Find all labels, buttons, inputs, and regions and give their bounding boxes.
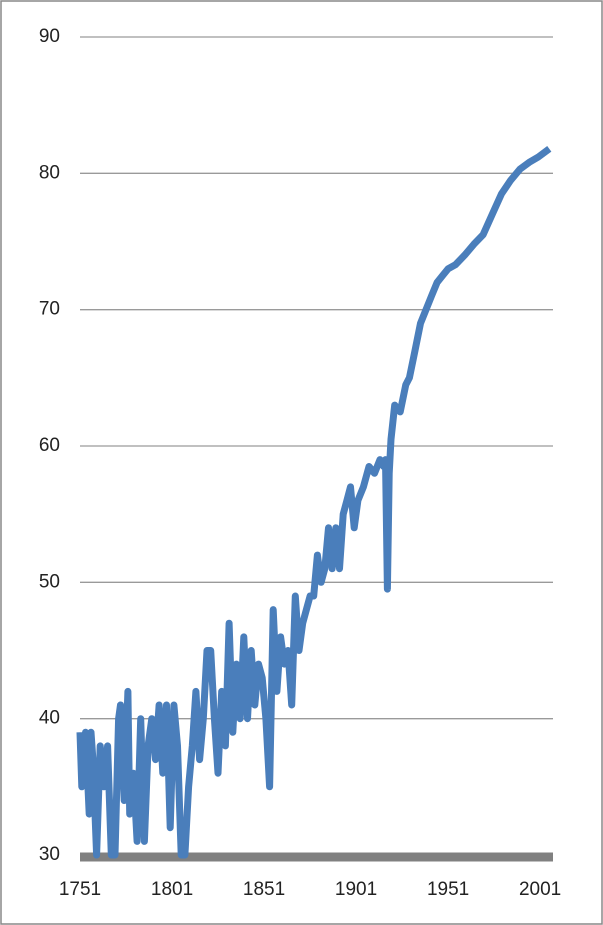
y-tick-label: 30 <box>39 844 60 865</box>
x-tick-label: 1801 <box>151 879 193 900</box>
y-tick-label: 90 <box>39 26 60 47</box>
x-tick-label: 2001 <box>519 879 561 900</box>
data-line <box>76 145 552 859</box>
x-tick-label: 1851 <box>243 879 285 900</box>
x-tick-label: 1751 <box>59 879 101 900</box>
x-tick-label: 1951 <box>427 879 469 900</box>
y-tick-label: 60 <box>39 435 60 456</box>
y-tick-label: 80 <box>39 162 60 183</box>
y-tick-label: 70 <box>39 299 60 320</box>
x-tick-label: 1901 <box>335 879 377 900</box>
y-tick-label: 40 <box>39 708 60 729</box>
y-tick-label: 50 <box>39 571 60 592</box>
